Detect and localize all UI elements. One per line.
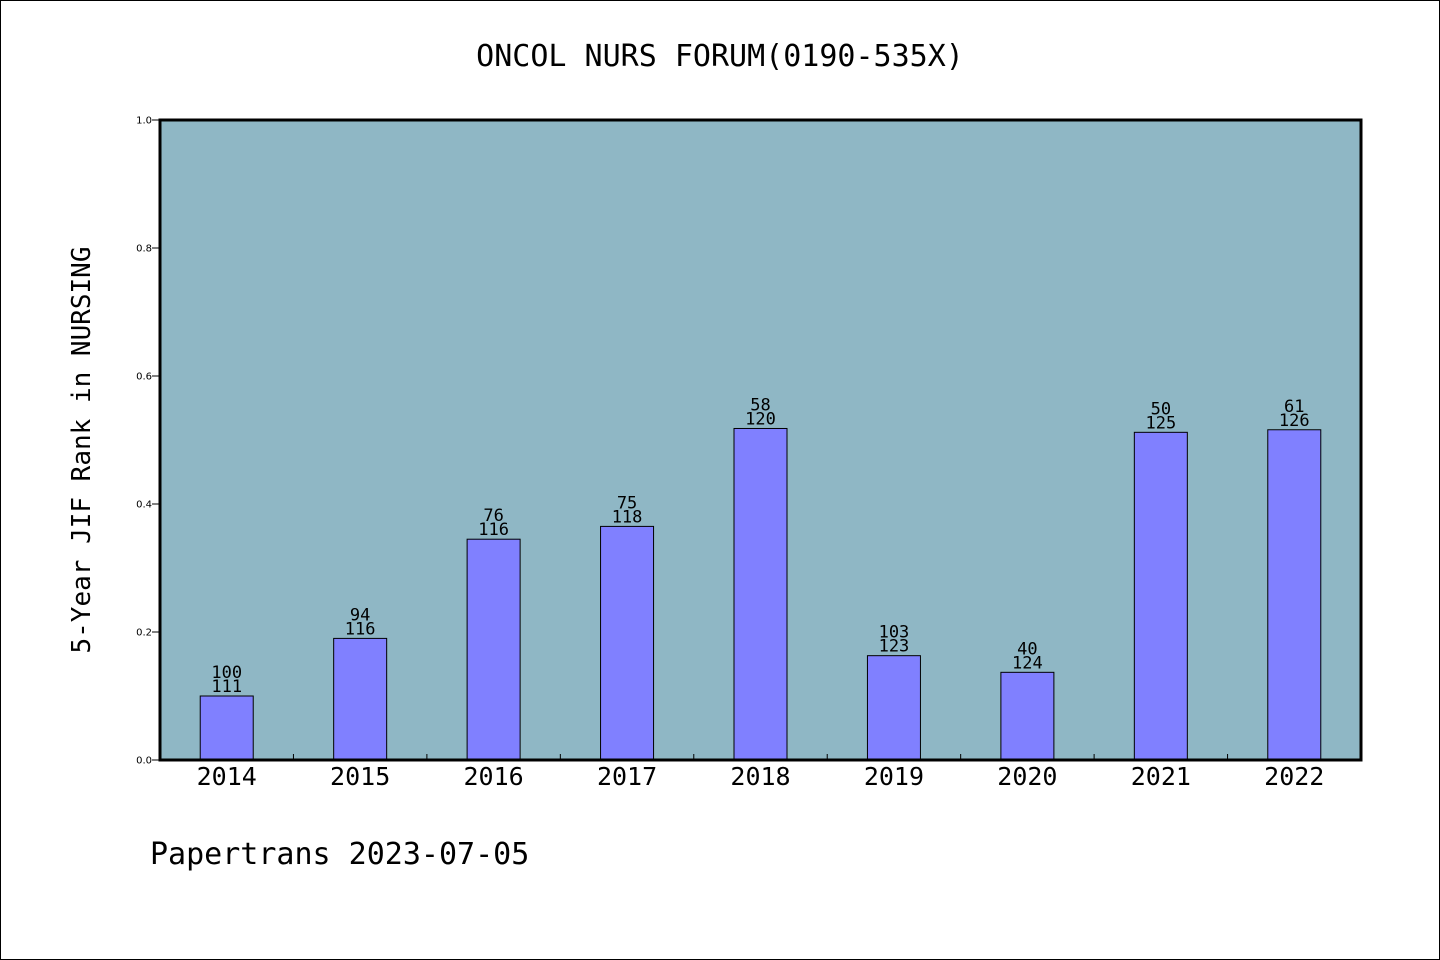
bar-rank-label: 40 bbox=[1017, 639, 1037, 659]
bar-rank-label: 100 bbox=[211, 663, 242, 683]
x-tick-label: 2019 bbox=[864, 762, 924, 791]
bar bbox=[733, 427, 788, 761]
bar bbox=[199, 695, 254, 761]
bar bbox=[333, 637, 388, 761]
bar-rank-label: 103 bbox=[879, 623, 910, 643]
bar bbox=[1267, 429, 1322, 761]
bar-total-label: 123 bbox=[879, 637, 910, 657]
bar-total-label: 116 bbox=[345, 619, 376, 639]
bar-rank-label: 50 bbox=[1151, 399, 1171, 419]
bar-rank-label: 75 bbox=[617, 493, 637, 513]
bar-rank-label: 58 bbox=[750, 395, 770, 415]
bar-total-label: 111 bbox=[211, 677, 242, 697]
bar-total-label: 120 bbox=[745, 409, 776, 429]
y-tick-label: 1.0 bbox=[136, 116, 152, 127]
footer-credit: Papertrans 2023-07-05 bbox=[150, 837, 529, 872]
y-tick-label: 0.6 bbox=[136, 372, 152, 383]
x-tick-label: 2016 bbox=[464, 762, 524, 791]
bar bbox=[866, 655, 921, 761]
y-axis-label: 5-Year JIF Rank in NURSING bbox=[67, 247, 97, 654]
x-tick-label: 2015 bbox=[330, 762, 390, 791]
bar-rank-label: 61 bbox=[1284, 397, 1304, 417]
bar bbox=[466, 538, 521, 761]
chart-title: ONCOL NURS FORUM(0190-535X) bbox=[476, 39, 964, 74]
x-tick-label: 2022 bbox=[1264, 762, 1324, 791]
y-tick-label: 0.4 bbox=[136, 500, 152, 511]
bar bbox=[1000, 671, 1055, 761]
plot-border bbox=[158, 118, 1363, 762]
y-tick-label: 0.0 bbox=[136, 756, 152, 767]
bar bbox=[1133, 431, 1188, 761]
bar-total-label: 126 bbox=[1279, 411, 1310, 431]
x-tick-label: 2020 bbox=[997, 762, 1057, 791]
y-tick-label: 0.8 bbox=[136, 244, 152, 255]
bar-total-label: 124 bbox=[1012, 653, 1043, 673]
x-tick-label: 2021 bbox=[1131, 762, 1191, 791]
x-tick-label: 2014 bbox=[197, 762, 257, 791]
x-tick-label: 2018 bbox=[730, 762, 790, 791]
bar-total-label: 116 bbox=[478, 520, 509, 540]
bar-rank-label: 76 bbox=[483, 506, 503, 526]
y-tick-label: 0.2 bbox=[136, 628, 152, 639]
bar bbox=[600, 525, 655, 761]
plot-area: 0.00.20.40.60.81.02014100111201594116201… bbox=[136, 116, 1363, 791]
bar-total-label: 118 bbox=[612, 507, 643, 527]
bar-total-label: 125 bbox=[1145, 413, 1176, 433]
bar-rank-label: 94 bbox=[350, 605, 370, 625]
x-tick-label: 2017 bbox=[597, 762, 657, 791]
